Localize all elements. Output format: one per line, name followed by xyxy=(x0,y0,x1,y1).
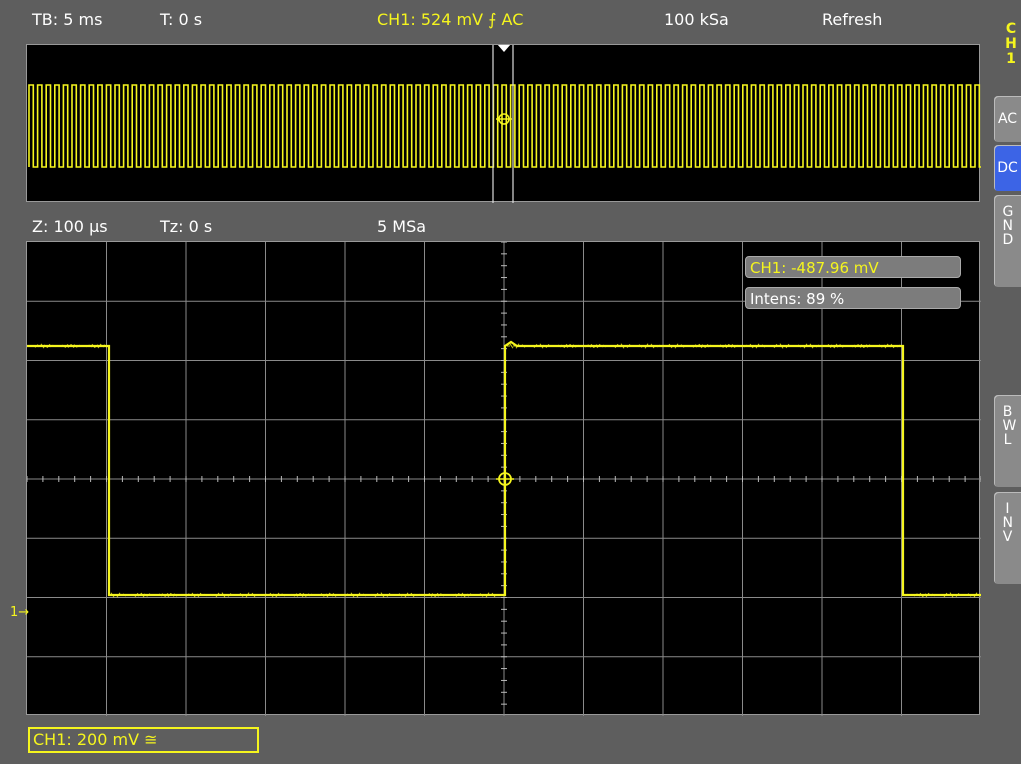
coupling-gnd-button[interactable]: G N D xyxy=(994,195,1021,287)
overview-waveform-panel[interactable] xyxy=(26,44,981,203)
zoom-label: Z: 100 µs xyxy=(32,217,108,236)
overview-trace xyxy=(28,84,981,168)
trigger-position-arrow xyxy=(497,45,511,52)
main-waveform-display[interactable] xyxy=(26,241,981,716)
zoomed-waveform xyxy=(27,242,981,716)
sample-rate-label: 100 kSa xyxy=(664,10,729,29)
bandwidth-limit-button[interactable]: B W L xyxy=(994,395,1021,487)
main-trace xyxy=(27,340,981,597)
ch1-readout: CH1: -487.96 mV xyxy=(745,256,961,278)
invert-button[interactable]: I N V xyxy=(994,492,1021,584)
trace-noise xyxy=(28,343,981,598)
zoom-time-label: Tz: 0 s xyxy=(160,217,213,236)
bwl-label: B W L xyxy=(1002,404,1017,448)
side-channel-char: 1 xyxy=(1006,51,1016,67)
channel-trigger-label: CH1: 524 mV ⨍ AC xyxy=(377,10,524,29)
zoom-sample-rate-label: 5 MSa xyxy=(377,217,427,236)
ground-marker: 1→ xyxy=(10,605,30,620)
overview-waveform xyxy=(28,45,981,203)
coupling-ac-button[interactable]: AC xyxy=(994,96,1021,142)
intensity-readout: Intens: 89 % xyxy=(745,287,961,309)
side-channel-char: C xyxy=(1005,21,1017,37)
timebase-label: TB: 5 ms xyxy=(32,10,103,29)
gnd-label: G N D xyxy=(1002,204,1014,248)
acquisition-mode-label: Refresh xyxy=(822,10,883,29)
ground-marker-label: 1 xyxy=(10,605,19,620)
side-channel-label: C H 1 xyxy=(1003,22,1019,67)
coupling-dc-button[interactable]: DC xyxy=(994,145,1021,191)
inv-label: I N V xyxy=(1002,501,1013,545)
channel-scale-box[interactable]: CH1: 200 mV ≅ xyxy=(28,727,259,753)
trigger-time-label: T: 0 s xyxy=(160,10,203,29)
side-channel-char: H xyxy=(1005,36,1017,52)
